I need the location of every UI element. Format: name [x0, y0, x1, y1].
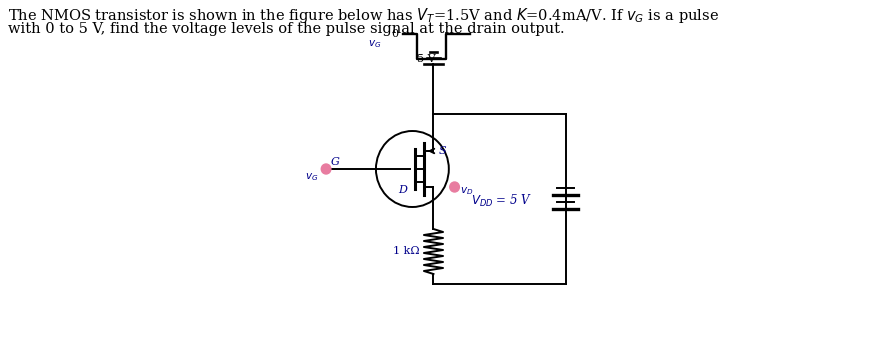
- Text: with 0 to 5 V, find the voltage levels of the pulse signal at the drain output.: with 0 to 5 V, find the voltage levels o…: [8, 22, 564, 36]
- Text: D: D: [398, 185, 407, 195]
- Circle shape: [450, 182, 459, 192]
- Text: $V_{DD}$ = 5 V: $V_{DD}$ = 5 V: [471, 193, 532, 209]
- Text: $v_D$: $v_D$: [460, 185, 473, 197]
- Text: $v_G$: $v_G$: [305, 171, 318, 183]
- Text: The NMOS transistor is shown in the figure below has $V_T$​=1.5V and $K$​=0.4mA/: The NMOS transistor is shown in the figu…: [8, 6, 718, 25]
- Text: 0: 0: [391, 29, 398, 39]
- Text: 5 V: 5 V: [417, 54, 435, 64]
- Text: S: S: [438, 146, 445, 156]
- Text: 1 kΩ: 1 kΩ: [393, 246, 420, 257]
- Circle shape: [320, 164, 330, 174]
- Text: G: G: [330, 157, 340, 167]
- Text: $v_G$: $v_G$: [368, 38, 381, 50]
